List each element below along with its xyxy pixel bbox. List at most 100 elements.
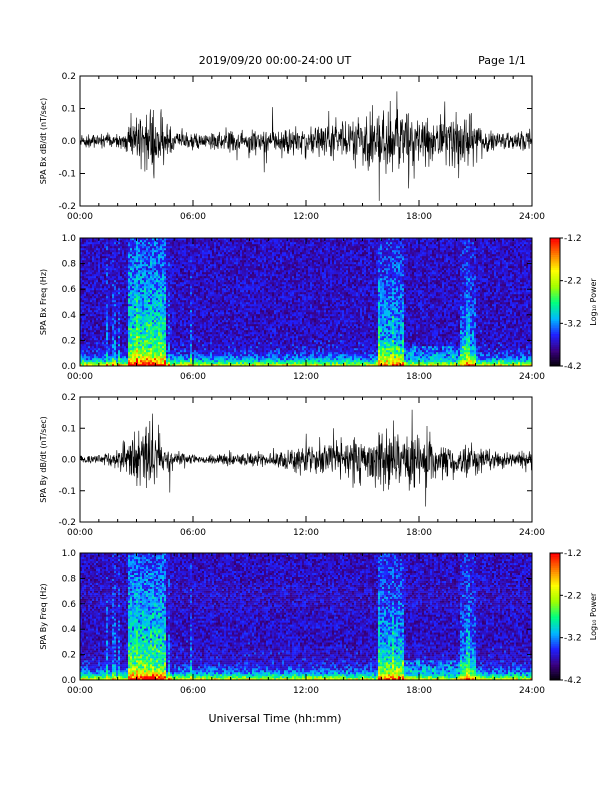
spectrogram-cell (156, 274, 158, 276)
spectrogram-cell (194, 354, 196, 356)
spectrogram-cell (204, 300, 206, 302)
spectrogram-cell (166, 350, 168, 352)
spectrogram-cell (92, 358, 94, 360)
spectrogram-cell (158, 294, 160, 296)
spectrogram-cell (118, 352, 120, 354)
spectrogram-cell (198, 244, 200, 246)
spectrogram-cell (192, 346, 194, 348)
spectrogram-cell (124, 342, 126, 344)
spectrogram-cell (112, 286, 114, 288)
spectrogram-cell (230, 260, 232, 262)
spectrogram-cell (210, 266, 212, 268)
spectrogram-cell (176, 292, 178, 294)
spectrogram-cell (98, 286, 100, 288)
spectrogram-cell (114, 302, 116, 304)
spectrogram-cell (218, 240, 220, 242)
spectrogram-cell (202, 250, 204, 252)
spectrogram-cell (168, 342, 170, 344)
spectrogram-cell (90, 310, 92, 312)
spectrogram-cell (188, 326, 190, 328)
spectrogram-cell (220, 282, 222, 284)
spectrogram-cell (108, 346, 110, 348)
spectrogram-cell (122, 362, 124, 364)
spectrogram-cell (84, 256, 86, 258)
spectrogram-cell (82, 346, 84, 348)
spectrogram-cell (176, 330, 178, 332)
spectrogram-cell (96, 244, 98, 246)
spectrogram-cell (186, 336, 188, 338)
spectrogram-cell (130, 336, 132, 338)
spectrogram-cell (208, 302, 210, 304)
spectrogram-cell (218, 340, 220, 342)
spectrogram-cell (220, 326, 222, 328)
spectrogram-cell (214, 246, 216, 248)
spectrogram-cell (156, 362, 158, 364)
spectrogram-cell (206, 274, 208, 276)
spectrogram-cell (214, 320, 216, 322)
spectrogram-cell (216, 266, 218, 268)
spectrogram-cell (194, 334, 196, 336)
spectrogram-cell (90, 298, 92, 300)
spectrogram-cell (124, 318, 126, 320)
spectrogram-cell (170, 240, 172, 242)
spectrogram-cell (126, 266, 128, 268)
spectrogram-cell (86, 292, 88, 294)
spectrogram-cell (90, 360, 92, 362)
spectrogram-cell (148, 320, 150, 322)
spectrogram-cell (104, 348, 106, 350)
spectrogram-cell (214, 294, 216, 296)
spectrogram-cell (186, 246, 188, 248)
spectrogram-cell (116, 274, 118, 276)
spectrogram-cell (150, 300, 152, 302)
spectrogram-cell (82, 248, 84, 250)
spectrogram-cell (140, 334, 142, 336)
spectrogram-cell (130, 312, 132, 314)
spectrogram-cell (98, 360, 100, 362)
spectrogram-cell (174, 336, 176, 338)
spectrogram-cell (136, 272, 138, 274)
spectrogram-cell (114, 262, 116, 264)
spectrogram-cell (212, 250, 214, 252)
spectrogram-cell (108, 256, 110, 258)
spectrogram-cell (228, 300, 230, 302)
spectrogram-cell (100, 338, 102, 340)
spectrogram-cell (218, 256, 220, 258)
spectrogram-cell (134, 278, 136, 280)
spectrogram-cell (116, 276, 118, 278)
spectrogram-cell (196, 242, 198, 244)
spectrogram-cell (156, 322, 158, 324)
spectrogram-cell (108, 332, 110, 334)
spectrogram-cell (196, 310, 198, 312)
spectrogram-cell (164, 338, 166, 340)
spectrogram-cell (140, 306, 142, 308)
spectrogram-cell (180, 300, 182, 302)
spectrogram-cell (172, 258, 174, 260)
spectrogram-cell (150, 258, 152, 260)
spectrogram-cell (96, 282, 98, 284)
spectrogram-cell (82, 272, 84, 274)
spectrogram-cell (160, 340, 162, 342)
spectrogram-cell (180, 274, 182, 276)
y-tick-label: 0.1 (62, 105, 76, 115)
spectrogram-cell (120, 294, 122, 296)
spectrogram-cell (120, 264, 122, 266)
spectrogram-cell (86, 318, 88, 320)
spectrogram-cell (172, 358, 174, 360)
spectrogram-cell (180, 252, 182, 254)
spectrogram-cell (188, 252, 190, 254)
spectrogram-cell (178, 302, 180, 304)
spectrogram-cell (194, 244, 196, 246)
spectrogram-cell (192, 288, 194, 290)
spectrogram-cell (118, 284, 120, 286)
spectrogram-cell (226, 350, 228, 352)
spectrogram-cell (230, 320, 232, 322)
spectrogram-cell (176, 324, 178, 326)
spectrogram-cell (156, 260, 158, 262)
spectrogram-cell (122, 314, 124, 316)
spectrogram-cell (94, 322, 96, 324)
spectrogram-cell (200, 306, 202, 308)
spectrogram-cell (218, 296, 220, 298)
spectrogram-cell (174, 290, 176, 292)
spectrogram-cell (82, 304, 84, 306)
spectrogram-cell (112, 342, 114, 344)
